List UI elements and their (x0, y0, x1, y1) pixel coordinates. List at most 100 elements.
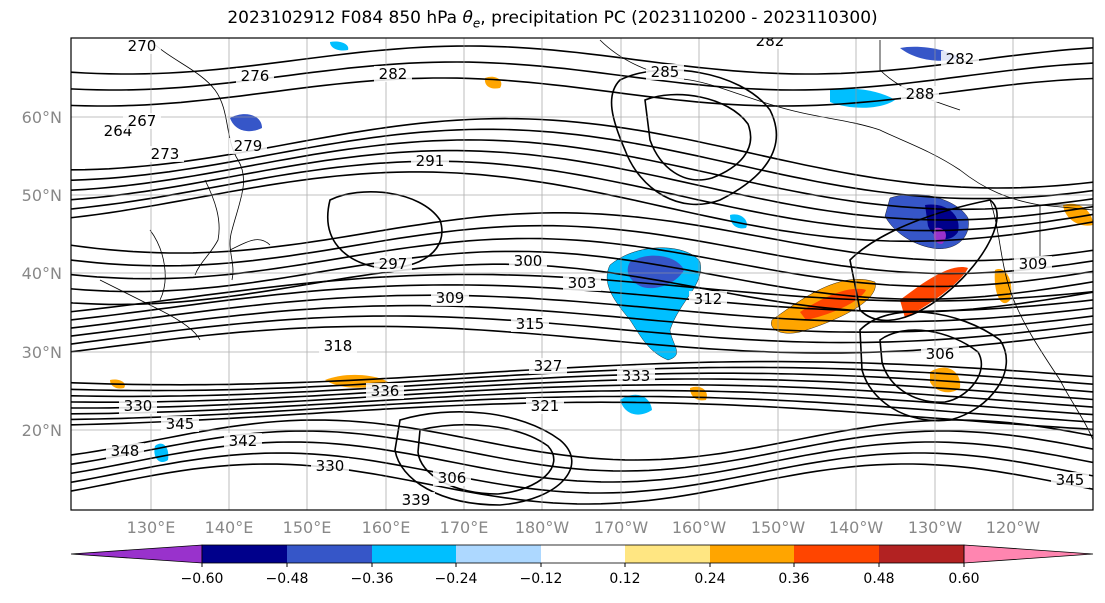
contour-label-bg (229, 138, 267, 154)
lon-tick-label: 180°W (515, 518, 570, 537)
contour-label-bg (941, 51, 979, 67)
lon-tick-label: 150°W (751, 518, 806, 537)
lon-tick-label: 160°E (362, 518, 411, 537)
contour-label: 267 (128, 112, 157, 130)
contour-label: 333 (622, 367, 651, 385)
contour-label: 348 (111, 442, 140, 460)
colorbar-tick-label: −0.36 (351, 571, 394, 587)
theta-e-contour (71, 419, 1093, 461)
lat-tick-label: 30°N (22, 343, 62, 362)
contour-label-bg (123, 38, 161, 54)
contour-label-bg (411, 153, 449, 169)
contour-label-bg (751, 38, 789, 49)
contour-label: 270 (128, 37, 157, 55)
colorbar-segment (879, 545, 964, 563)
contour-label-bg (374, 66, 412, 82)
contour-label: 279 (234, 137, 263, 155)
precip-patch (627, 255, 684, 289)
map-frame (70, 37, 1094, 511)
contour-label: 276 (241, 67, 270, 85)
colorbar-tick-label: 0.36 (778, 571, 809, 587)
contour-label-bg (511, 316, 549, 332)
colorbar-tick-label: 0.60 (948, 571, 979, 587)
theta-e-contour (327, 191, 443, 269)
theta-e-contour (849, 199, 998, 322)
contour-label-bg (161, 416, 199, 432)
precip-patch (230, 114, 262, 132)
contour-label: 291 (416, 152, 445, 170)
lon-tick-label: 120°W (986, 518, 1041, 537)
contour-label: 327 (534, 357, 563, 375)
colorbar-tick-label: −0.48 (266, 571, 309, 587)
theta-e-contour (71, 160, 1093, 232)
theta-e-contour (71, 378, 1093, 403)
lat-tick-label: 20°N (22, 421, 62, 440)
contour-label-bg (1014, 256, 1052, 272)
contour-label: 309 (1019, 255, 1048, 273)
theta-e-contour (71, 401, 1093, 431)
contour-label-bg (119, 398, 157, 414)
theta-e-contour (644, 93, 752, 181)
contour-label-bg (433, 470, 471, 486)
colorbar-tick-label: 0.12 (609, 571, 640, 587)
contour-label: 336 (371, 382, 400, 400)
contour-label-bg (236, 68, 274, 84)
theta-e-contour (71, 237, 1093, 288)
colorbar-segment (794, 545, 879, 563)
precip-patch (620, 394, 652, 415)
theta-e-contour (610, 69, 778, 206)
colorbar-extend-min (70, 544, 203, 564)
contour-label: 297 (379, 255, 408, 273)
title-theta-sub: e (472, 16, 481, 31)
lon-tick-label: 130°E (127, 518, 176, 537)
contour-label: 285 (651, 63, 680, 81)
theta-e-contour (71, 372, 1093, 398)
contour-label-bg (106, 443, 144, 459)
contour-label-bg (689, 291, 727, 307)
contour-label: 330 (316, 457, 345, 475)
contour-label-bg (563, 275, 601, 291)
theta-e-contour (879, 329, 983, 403)
lat-tick-label: 60°N (22, 108, 62, 127)
latitude-labels: 20°N 30°N 40°N 50°N 60°N (22, 108, 62, 440)
contour-label-bg (146, 146, 184, 162)
colorbar-segment (456, 545, 541, 563)
theta-e-contour (859, 311, 1008, 422)
contour-label: 273 (151, 145, 180, 163)
colorbar-segment (372, 545, 456, 563)
theta-e-contour (71, 384, 1093, 409)
colorbar-frame (201, 544, 965, 564)
theta-e-contour (71, 395, 1093, 423)
theta-e-contour (71, 61, 1093, 91)
title-suffix: , precipitation PC (2023110200 - 2023110… (480, 8, 878, 28)
theta-e-contour (71, 139, 1093, 211)
contour-label-bg (397, 492, 435, 508)
lon-tick-label: 140°W (829, 518, 884, 537)
contour-label: 318 (324, 337, 353, 355)
title-theta: θ (462, 8, 473, 28)
theta-e-contour (71, 171, 1093, 243)
theta-e-contour (71, 463, 1093, 505)
contour-label: 321 (531, 397, 560, 415)
contour-label: 300 (514, 252, 543, 270)
theta-e-contour (394, 411, 573, 506)
contour-label: 342 (229, 432, 258, 450)
coastline (149, 229, 166, 301)
contour-label-bg (311, 458, 349, 474)
lon-tick-label: 170°E (440, 518, 489, 537)
contour-label-bg (617, 368, 655, 384)
contour-label-bg (431, 290, 469, 306)
colorbar-segment (287, 545, 372, 563)
contour-label: 339 (402, 491, 431, 509)
contour-label-bg (526, 398, 564, 414)
coastline (229, 239, 271, 251)
theta-e-contour (71, 45, 1093, 75)
contour-label: 288 (906, 85, 935, 103)
map-grid (71, 38, 1093, 510)
contour-label-bg (319, 338, 357, 354)
colorbar: −0.60 −0.48 −0.36 −0.24 −0.12 0.12 0.24 0.36 0.4… (70, 544, 1094, 587)
colorbar-tick-label: −0.24 (435, 571, 478, 587)
precip-patch (330, 41, 349, 51)
